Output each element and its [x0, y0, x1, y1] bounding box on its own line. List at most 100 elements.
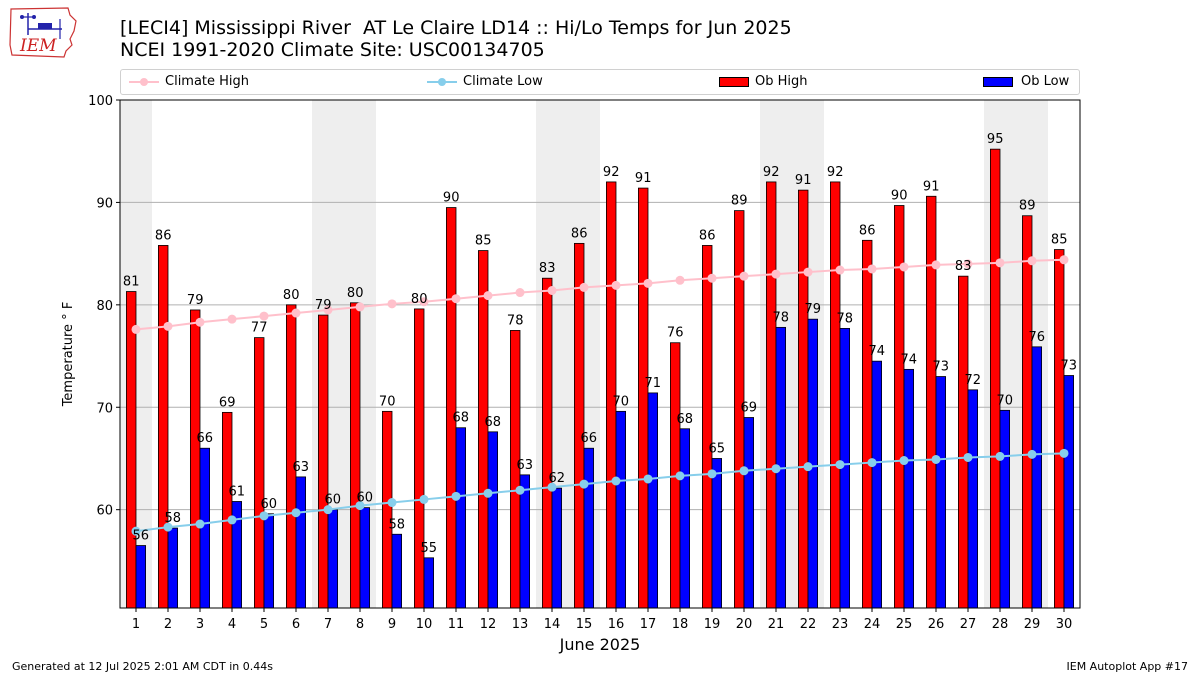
y-axis-label: Temperature ° F: [61, 302, 76, 408]
climate-high-point: [867, 264, 877, 274]
x-tick-label: 15: [576, 617, 593, 632]
x-tick-label: 25: [896, 617, 913, 632]
bar-ob-low: [295, 476, 307, 609]
climate-low-point: [803, 462, 813, 472]
x-tick-label: 27: [960, 617, 977, 632]
climate-high-point: [707, 273, 717, 283]
label-ob-low: 70: [613, 394, 630, 409]
bar-ob-high: [413, 308, 425, 609]
climate-low-point: [1027, 449, 1037, 459]
legend-climate-low-marker: [427, 78, 457, 86]
bar-ob-high: [253, 337, 265, 609]
climate-low-point: [899, 456, 909, 466]
bar-ob-low: [551, 487, 563, 609]
label-ob-low: 68: [453, 411, 470, 426]
bar-ob-low: [903, 368, 915, 609]
bar-ob-high: [862, 239, 873, 609]
label-ob-high: 69: [219, 395, 236, 410]
label-ob-low: 74: [869, 344, 886, 359]
y-tick-label: 100: [88, 94, 113, 109]
label-ob-high: 91: [923, 179, 940, 194]
bar-ob-low: [359, 507, 371, 609]
label-ob-low: 73: [1061, 359, 1078, 374]
x-tick-label: 24: [864, 617, 881, 632]
legend-climate-high-marker: [129, 78, 159, 86]
climate-low-point: [1059, 448, 1069, 458]
label-ob-high: 80: [283, 288, 300, 303]
bar-ob-high: [542, 277, 553, 609]
climate-high-point: [931, 260, 941, 270]
label-ob-low: 62: [549, 471, 566, 486]
label-ob-low: 55: [421, 541, 438, 556]
x-tick-label: 22: [800, 617, 817, 632]
plot-frame: [119, 99, 1081, 609]
label-ob-high: 92: [763, 165, 780, 180]
label-ob-low: 73: [933, 360, 950, 375]
x-tick-label: 7: [324, 617, 332, 632]
climate-low-point: [419, 494, 429, 504]
legend-ob-high-label: Ob High: [755, 74, 808, 89]
label-ob-high: 80: [411, 292, 428, 307]
label-ob-low: 70: [997, 393, 1014, 408]
iem-logo: IEM: [8, 5, 80, 63]
legend: Climate High Climate Low Ob High Ob Low: [120, 69, 1080, 95]
legend-climate-high-label: Climate High: [165, 74, 250, 89]
legend-ob-high-swatch: [719, 77, 749, 87]
bar-ob-high: [189, 309, 201, 609]
label-ob-low: 66: [581, 431, 598, 446]
bar-ob-high: [349, 302, 361, 609]
climate-low-point: [163, 522, 173, 532]
label-ob-low: 60: [261, 497, 278, 512]
climate-high-point: [131, 324, 141, 334]
x-tick-label: 30: [1056, 617, 1073, 632]
bar-ob-high: [445, 207, 457, 609]
label-ob-high: 86: [859, 223, 876, 238]
label-ob-high: 85: [475, 234, 492, 249]
climate-low-point: [643, 474, 653, 484]
climate-low-point: [451, 491, 461, 501]
bar-ob-low: [711, 458, 723, 609]
climate-high-point: [451, 294, 461, 304]
climate-low-line: [135, 452, 1065, 533]
bar-ob-high: [574, 242, 585, 609]
legend-ob-low-swatch: [983, 77, 1013, 87]
bar-ob-low: [999, 409, 1011, 609]
climate-high-line: [135, 258, 1065, 331]
bar-ob-low: [135, 545, 147, 609]
legend-ob-low-label: Ob Low: [1021, 74, 1070, 89]
climate-low-point: [963, 452, 973, 462]
bar-ob-low: [167, 527, 179, 609]
climate-low-point: [771, 464, 781, 474]
climate-high-point: [1027, 256, 1037, 266]
climate-high-point: [963, 259, 973, 269]
label-ob-low: 72: [965, 373, 982, 388]
climate-high-point: [323, 305, 333, 315]
climate-high-point: [995, 258, 1005, 268]
label-ob-low: 58: [389, 517, 406, 532]
label-ob-low: 63: [517, 458, 534, 473]
label-ob-low: 56: [133, 529, 150, 544]
x-tick-label: 1: [132, 617, 140, 632]
climate-low-point: [483, 488, 493, 498]
climate-low-point: [355, 501, 365, 511]
label-ob-low: 79: [805, 302, 822, 317]
bar-ob-low: [935, 376, 947, 609]
label-ob-low: 69: [741, 401, 758, 416]
climate-high-point: [515, 288, 525, 298]
bar-ob-high: [157, 245, 169, 609]
x-tick-label: 17: [640, 617, 657, 632]
bar-ob-low: [1063, 375, 1075, 609]
x-tick-label: 5: [260, 617, 268, 632]
label-ob-high: 89: [731, 194, 748, 209]
x-tick-label: 6: [292, 617, 300, 632]
bar-ob-high: [1054, 249, 1065, 609]
climate-low-point: [131, 526, 141, 536]
label-ob-high: 79: [315, 298, 332, 313]
label-ob-high: 95: [987, 132, 1004, 147]
climate-low-point: [835, 460, 845, 470]
x-tick-label: 14: [544, 617, 561, 632]
bar-ob-high: [958, 275, 969, 609]
label-ob-high: 90: [891, 188, 908, 203]
climate-high-point: [739, 271, 749, 281]
x-tick-label: 28: [992, 617, 1009, 632]
